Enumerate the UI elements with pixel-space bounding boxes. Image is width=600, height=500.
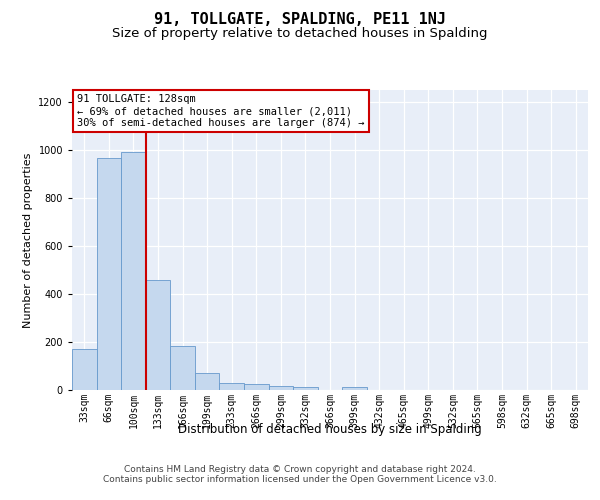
Bar — [97, 158, 121, 390]
Bar — [121, 152, 146, 390]
Bar — [293, 387, 318, 390]
Text: Distribution of detached houses by size in Spalding: Distribution of detached houses by size … — [178, 422, 482, 436]
Text: Contains HM Land Registry data © Crown copyright and database right 2024.
Contai: Contains HM Land Registry data © Crown c… — [103, 465, 497, 484]
Text: Size of property relative to detached houses in Spalding: Size of property relative to detached ho… — [112, 28, 488, 40]
Bar — [244, 384, 269, 390]
Text: 91 TOLLGATE: 128sqm
← 69% of detached houses are smaller (2,011)
30% of semi-det: 91 TOLLGATE: 128sqm ← 69% of detached ho… — [77, 94, 365, 128]
Bar — [170, 346, 195, 390]
Bar — [146, 280, 170, 390]
Bar — [195, 373, 220, 390]
Bar — [72, 349, 97, 390]
Y-axis label: Number of detached properties: Number of detached properties — [23, 152, 33, 328]
Bar — [342, 387, 367, 390]
Bar — [269, 386, 293, 390]
Text: 91, TOLLGATE, SPALDING, PE11 1NJ: 91, TOLLGATE, SPALDING, PE11 1NJ — [154, 12, 446, 28]
Bar — [220, 384, 244, 390]
